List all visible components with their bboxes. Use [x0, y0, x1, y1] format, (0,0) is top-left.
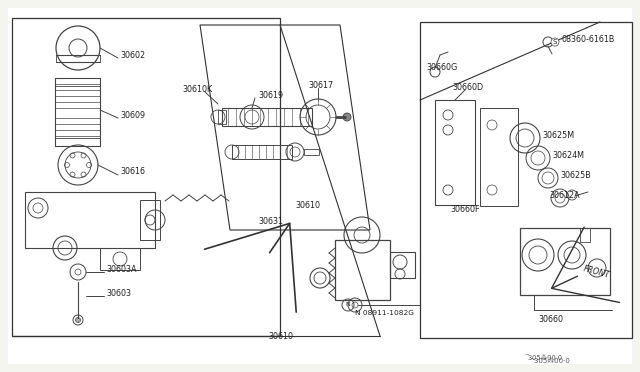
- Text: 30624M: 30624M: [552, 151, 584, 160]
- Bar: [580, 228, 590, 242]
- Text: 30617: 30617: [308, 81, 333, 90]
- Text: ̅305⁂00 0: ̅305⁂00 0: [528, 355, 562, 361]
- Text: 30610K: 30610K: [182, 86, 212, 94]
- Bar: [222, 108, 312, 126]
- Text: S: S: [553, 39, 557, 45]
- Text: N: N: [346, 302, 350, 308]
- Bar: [335, 240, 390, 300]
- Bar: [55, 78, 100, 86]
- Text: 30603A: 30603A: [106, 264, 136, 273]
- Text: 30660D: 30660D: [452, 83, 483, 93]
- Text: 30660G: 30660G: [426, 64, 457, 73]
- Text: 30603: 30603: [106, 289, 131, 298]
- Bar: [55, 138, 100, 146]
- Bar: [55, 78, 100, 146]
- Bar: [232, 145, 292, 159]
- Bar: [12, 18, 280, 336]
- Text: 30616: 30616: [120, 167, 145, 176]
- Text: 30625M: 30625M: [542, 131, 574, 140]
- Text: 30602: 30602: [120, 51, 145, 60]
- Text: N 08911-1082G: N 08911-1082G: [355, 310, 414, 316]
- Text: 30610: 30610: [268, 332, 293, 341]
- Bar: [480, 108, 518, 206]
- Text: FRONT: FRONT: [582, 264, 611, 280]
- Text: 30625B: 30625B: [560, 170, 591, 180]
- Text: 30610: 30610: [295, 201, 320, 209]
- Circle shape: [76, 317, 81, 323]
- Text: 30609: 30609: [120, 110, 145, 119]
- Bar: [218, 110, 226, 124]
- Text: 30660: 30660: [538, 315, 563, 324]
- Text: ^305⁂00·0: ^305⁂00·0: [528, 358, 570, 364]
- Text: 30619: 30619: [258, 92, 283, 100]
- Circle shape: [343, 113, 351, 121]
- Text: 30660F: 30660F: [450, 205, 479, 215]
- Bar: [304, 149, 319, 155]
- Text: 30631: 30631: [258, 218, 283, 227]
- Text: 08360-6161B: 08360-6161B: [562, 35, 616, 45]
- Text: 30612A: 30612A: [549, 192, 580, 201]
- Bar: [435, 100, 475, 205]
